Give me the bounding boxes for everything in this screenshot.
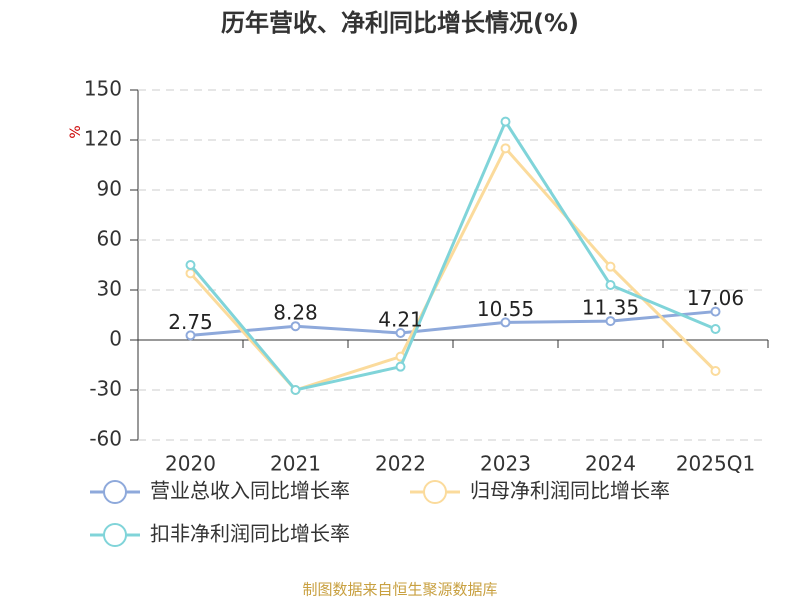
data-point <box>395 361 406 372</box>
data-label: 4.21 <box>378 307 423 331</box>
x-tick-label: 2025Q1 <box>676 452 755 476</box>
y-tick-label: 60 <box>97 227 122 251</box>
y-tick-label: -30 <box>89 377 122 401</box>
data-point <box>500 317 511 328</box>
x-tick-label: 2022 <box>375 452 426 476</box>
chart-title: 历年营收、净利同比增长情况(%) <box>221 9 579 37</box>
data-label: 10.55 <box>477 297 534 321</box>
data-point <box>605 316 616 327</box>
y-tick-label: 90 <box>97 177 122 201</box>
y-tick-label: -60 <box>89 427 122 451</box>
legend-label: 营业总收入同比增长率 <box>150 479 350 503</box>
data-point <box>500 143 511 154</box>
y-tick-label: 0 <box>109 327 122 351</box>
data-point <box>290 321 301 332</box>
data-point <box>500 116 511 127</box>
data-point <box>710 366 721 376</box>
data-point <box>710 306 721 317</box>
y-tick-label: 120 <box>84 127 122 151</box>
data-label: 11.35 <box>582 296 639 320</box>
data-point <box>710 324 721 334</box>
source-note: 制图数据来自恒生聚源数据库 <box>302 581 497 599</box>
data-point <box>185 330 196 341</box>
data-point <box>605 280 616 290</box>
data-label: 17.06 <box>687 286 744 310</box>
series-line <box>189 118 717 392</box>
data-label: 8.28 <box>273 301 318 325</box>
legend-label: 归母净利润同比增长率 <box>470 479 670 503</box>
series-line <box>190 310 716 337</box>
data-point <box>185 260 196 270</box>
x-tick-label: 2023 <box>480 452 531 476</box>
legend-icon <box>103 480 127 504</box>
x-tick-label: 2020 <box>165 452 216 476</box>
y-axis-label: % <box>68 125 84 138</box>
y-tick-label: 150 <box>84 77 122 101</box>
data-point <box>605 261 616 272</box>
data-point <box>395 327 406 338</box>
series-line <box>189 145 717 392</box>
legend-label: 扣非净利润同比增长率 <box>150 522 350 546</box>
y-tick-label: 30 <box>97 277 122 301</box>
x-tick-label: 2024 <box>585 452 636 476</box>
data-point <box>290 385 301 395</box>
data-label: 2.75 <box>168 310 213 334</box>
legend-icon <box>423 480 447 504</box>
x-tick-label: 2021 <box>270 452 321 476</box>
legend-icon <box>103 523 127 547</box>
